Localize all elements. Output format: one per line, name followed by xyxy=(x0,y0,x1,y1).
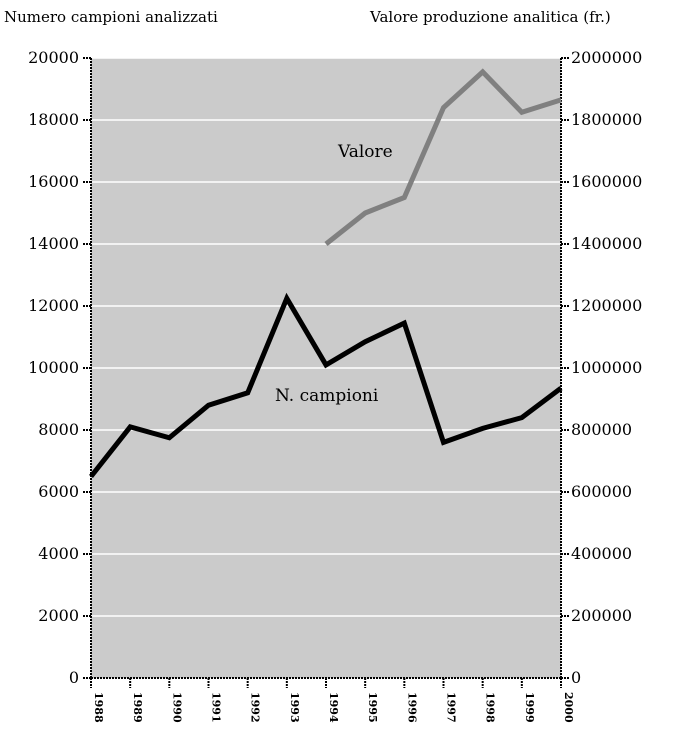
left-tick-label: 2000 xyxy=(38,606,79,625)
left-tick-label: 4000 xyxy=(38,544,79,563)
right-tick-label: 1000000 xyxy=(571,358,642,377)
x-tick-label: 1994 xyxy=(327,692,340,723)
left-tick-label: 12000 xyxy=(28,296,79,315)
right-tick-label: 2000000 xyxy=(571,48,642,67)
left-tick-label: 18000 xyxy=(28,110,79,129)
series-lines xyxy=(89,68,563,479)
x-tick-label: 1996 xyxy=(405,692,418,723)
right-tick-label: 0 xyxy=(571,668,581,687)
x-tick-label: 1992 xyxy=(249,692,262,723)
left-tick-label: 0 xyxy=(69,668,79,687)
x-tick-label: 1989 xyxy=(131,692,144,723)
gridlines xyxy=(91,57,561,617)
x-tick-label: 1991 xyxy=(210,692,223,723)
right-axis-title: Valore produzione analitica (fr.) xyxy=(369,8,611,26)
series-label-valore: Valore xyxy=(337,142,393,162)
right-tick-label: 200000 xyxy=(571,606,632,625)
left-axis-title: Numero campioni analizzati xyxy=(4,8,218,26)
left-tick-label: 16000 xyxy=(28,172,79,191)
left-tick-label: 14000 xyxy=(28,234,79,253)
x-tick-label: 1999 xyxy=(523,692,536,723)
series-line-n-campioni xyxy=(89,292,563,479)
x-tick-label: 1993 xyxy=(288,692,301,723)
x-axis-ticks: 1988 1989 1990 1991 1992 1993 1994 1995 1996 1997… xyxy=(90,678,575,723)
left-tick-label: 6000 xyxy=(38,482,79,501)
left-tick-label: 20000 xyxy=(28,48,79,67)
right-tick-label: 1600000 xyxy=(571,172,642,191)
x-tick-label: 1998 xyxy=(484,692,497,723)
series-label-n-campioni: N. campioni xyxy=(275,386,379,406)
x-tick-label: 1988 xyxy=(92,692,105,723)
left-axis-ticks: 0 2000 4000 6000 8000 10000 12000 14000 16000 180… xyxy=(28,48,91,687)
right-axis-ticks: 0 200000 400000 600000 800000 1000000 1200000 1… xyxy=(561,48,642,687)
left-tick-label: 10000 xyxy=(28,358,79,377)
x-tick-label: 1990 xyxy=(170,692,183,723)
right-tick-label: 1400000 xyxy=(571,234,642,253)
x-tick-label: 1995 xyxy=(366,692,379,723)
x-tick-label: 1997 xyxy=(445,692,458,723)
series-line-valore xyxy=(324,68,562,246)
left-tick-label: 8000 xyxy=(38,420,79,439)
right-tick-label: 1800000 xyxy=(571,110,642,129)
right-tick-label: 1200000 xyxy=(571,296,642,315)
right-tick-label: 400000 xyxy=(571,544,632,563)
right-tick-label: 800000 xyxy=(571,420,632,439)
x-tick-label: 2000 xyxy=(562,692,575,723)
right-tick-label: 600000 xyxy=(571,482,632,501)
